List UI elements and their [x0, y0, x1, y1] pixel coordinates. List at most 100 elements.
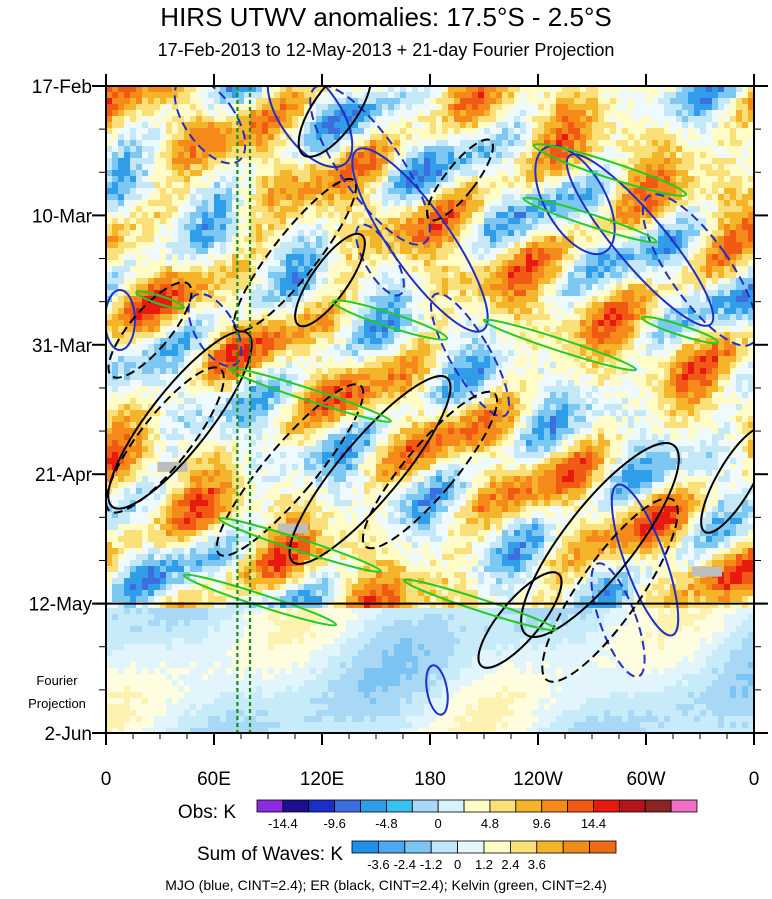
field-cell	[466, 128, 473, 135]
field-cell	[406, 128, 413, 135]
field-cell	[442, 212, 449, 219]
field-cell	[634, 320, 641, 327]
field-cell	[742, 230, 749, 237]
field-cell	[628, 110, 635, 117]
field-cell	[508, 356, 515, 363]
field-cell	[352, 260, 359, 267]
field-cell	[124, 176, 131, 183]
field-cell	[106, 182, 113, 189]
field-cell	[664, 128, 671, 135]
field-cell	[190, 290, 197, 297]
field-cell	[490, 284, 497, 291]
field-cell	[190, 308, 197, 315]
field-cell	[226, 164, 233, 171]
field-cell	[592, 326, 599, 333]
field-cell	[676, 110, 683, 117]
field-cell	[280, 158, 287, 165]
field-cell	[346, 224, 353, 231]
field-cell	[334, 182, 341, 189]
field-cell	[172, 158, 179, 165]
field-cell	[508, 272, 515, 279]
field-cell	[418, 176, 425, 183]
field-cell	[448, 236, 455, 243]
field-cell	[700, 188, 707, 195]
field-cell	[742, 188, 749, 195]
field-cell	[388, 266, 395, 273]
field-cell	[328, 224, 335, 231]
field-cell	[322, 146, 329, 153]
field-cell	[400, 200, 407, 207]
field-cell	[394, 194, 401, 201]
field-cell	[526, 332, 533, 339]
field-cell	[424, 170, 431, 177]
field-cell	[184, 242, 191, 249]
field-cell	[394, 152, 401, 159]
field-cell	[346, 338, 353, 345]
field-cell	[700, 242, 707, 249]
field-cell	[352, 170, 359, 177]
field-cell	[646, 182, 653, 189]
field-cell	[346, 218, 353, 225]
field-cell	[310, 314, 317, 321]
field-cell	[190, 254, 197, 261]
field-cell	[748, 266, 754, 273]
field-cell	[544, 158, 551, 165]
field-cell	[202, 284, 209, 291]
field-cell	[178, 158, 185, 165]
field-cell	[238, 86, 245, 93]
field-cell	[250, 92, 257, 99]
field-cell	[310, 176, 317, 183]
field-cell	[328, 350, 335, 357]
field-cell	[406, 248, 413, 255]
field-cell	[640, 200, 647, 207]
field-cell	[112, 260, 119, 267]
field-cell	[382, 320, 389, 327]
field-cell	[154, 236, 161, 243]
field-cell	[490, 314, 497, 321]
field-cell	[460, 206, 467, 213]
field-cell	[508, 128, 515, 135]
field-cell	[274, 200, 281, 207]
field-cell	[172, 338, 179, 345]
field-cell	[136, 272, 143, 279]
field-cell	[154, 248, 161, 255]
field-cell	[508, 242, 515, 249]
field-cell	[730, 170, 737, 177]
field-cell	[622, 284, 629, 291]
field-cell	[694, 278, 701, 285]
field-cell	[340, 188, 347, 195]
field-cell	[664, 254, 671, 261]
field-cell	[592, 140, 599, 147]
field-cell	[646, 194, 653, 201]
field-cell	[370, 314, 377, 321]
field-cell	[226, 152, 233, 159]
field-cell	[574, 260, 581, 267]
field-cell	[658, 290, 665, 297]
field-cell	[544, 236, 551, 243]
field-cell	[256, 338, 263, 345]
field-cell	[160, 98, 167, 105]
field-cell	[538, 104, 545, 111]
field-cell	[472, 164, 479, 171]
field-cell	[592, 158, 599, 165]
field-cell	[628, 338, 635, 345]
field-cell	[628, 248, 635, 255]
field-cell	[532, 188, 539, 195]
field-cell	[664, 86, 671, 93]
field-cell	[226, 326, 233, 333]
field-cell	[514, 326, 521, 333]
field-cell	[640, 140, 647, 147]
field-cell	[118, 164, 125, 171]
field-cell	[694, 134, 701, 141]
field-cell	[136, 110, 143, 117]
field-cell	[388, 176, 395, 183]
field-cell	[118, 170, 125, 177]
field-cell	[178, 206, 185, 213]
field-cell	[622, 206, 629, 213]
field-cell	[688, 284, 695, 291]
field-cell	[160, 320, 167, 327]
field-cell	[160, 290, 167, 297]
field-cell	[166, 362, 173, 369]
field-cell	[460, 188, 467, 195]
field-cell	[460, 230, 467, 237]
